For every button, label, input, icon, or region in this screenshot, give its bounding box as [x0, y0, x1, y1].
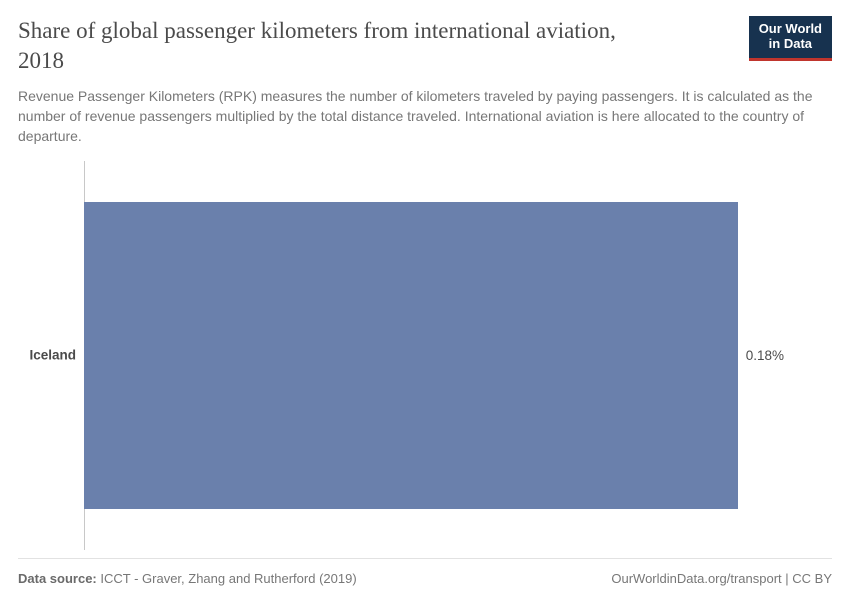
chart-container: Share of global passenger kilometers fro…	[0, 0, 850, 600]
separator: |	[782, 571, 793, 586]
source-text: ICCT - Graver, Zhang and Rutherford (201…	[100, 571, 356, 586]
data-source: Data source: ICCT - Graver, Zhang and Ru…	[18, 571, 357, 586]
chart-title: Share of global passenger kilometers fro…	[18, 16, 658, 76]
owid-logo: Our World in Data	[749, 16, 832, 61]
license[interactable]: CC BY	[792, 571, 832, 586]
bar-category-label: Iceland	[29, 348, 84, 363]
source-label: Data source:	[18, 571, 97, 586]
bar-row: Iceland0.18%	[84, 202, 784, 510]
chart-footer: Data source: ICCT - Graver, Zhang and Ru…	[18, 558, 832, 600]
bar-value-label: 0.18%	[746, 348, 784, 363]
bar-rect	[84, 202, 738, 510]
attribution-link[interactable]: OurWorldinData.org/transport	[611, 571, 781, 586]
chart-subtitle: Revenue Passenger Kilometers (RPK) measu…	[18, 86, 828, 147]
chart-plot-area: Iceland 0.18%	[18, 161, 832, 550]
logo-line-1: Our World	[759, 22, 822, 37]
header-row: Share of global passenger kilometers fro…	[18, 16, 832, 76]
logo-line-2: in Data	[759, 37, 822, 52]
attribution-block: OurWorldinData.org/transport | CC BY	[611, 571, 832, 586]
